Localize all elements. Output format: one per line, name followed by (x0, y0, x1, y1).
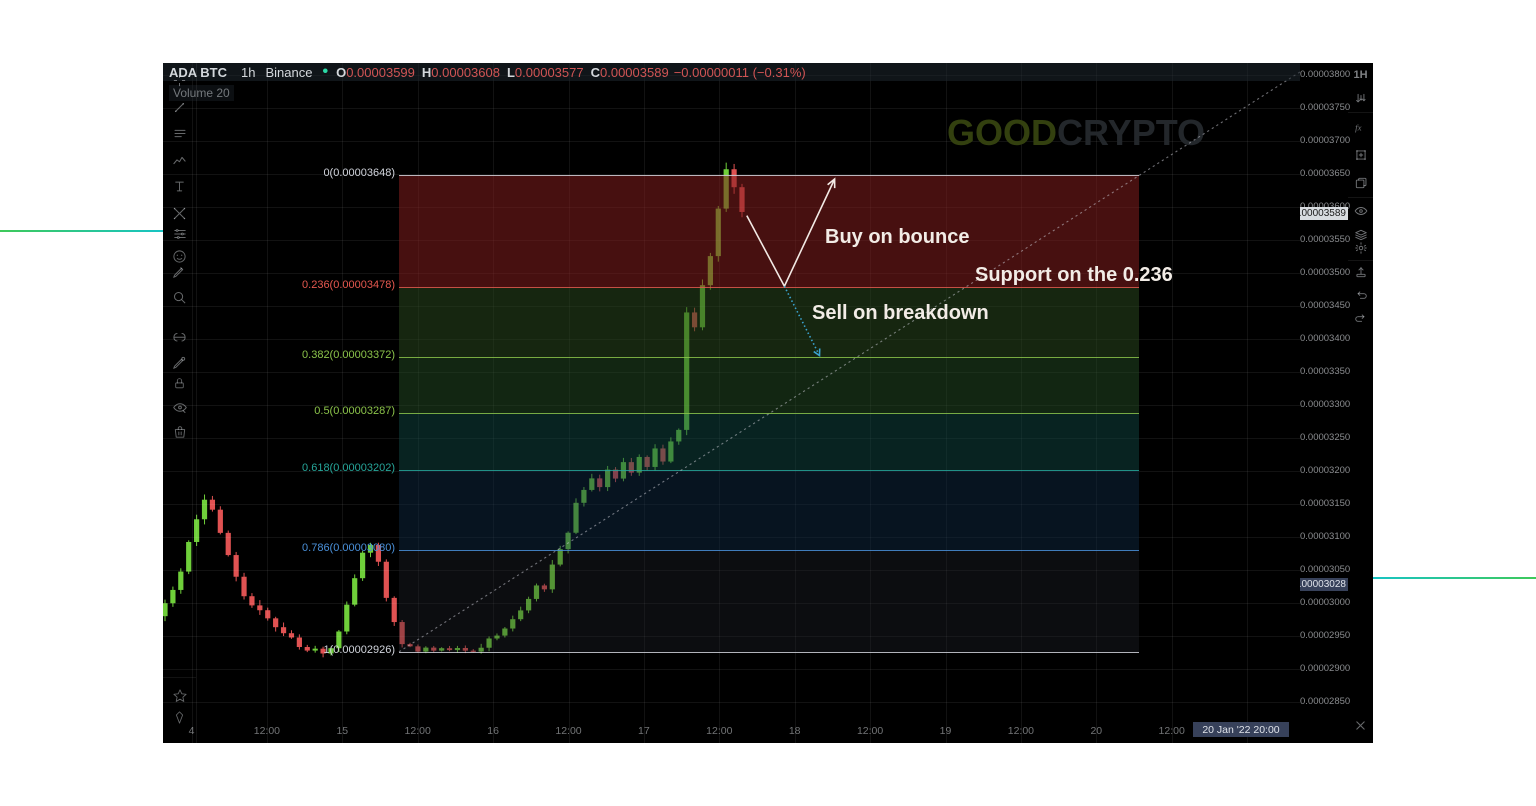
svg-text:fx: fx (1355, 123, 1361, 133)
